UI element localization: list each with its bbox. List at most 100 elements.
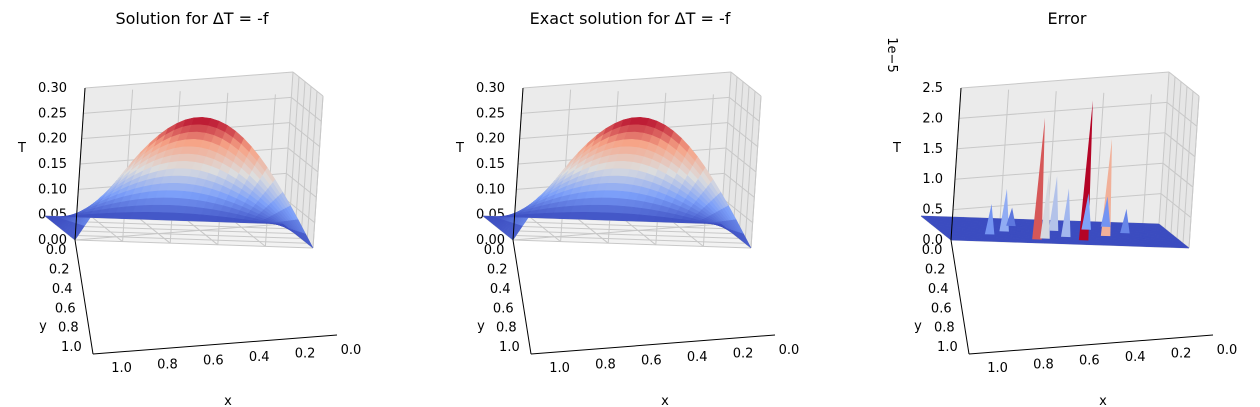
y-axis-line	[512, 239, 532, 355]
surface-patch	[44, 215, 56, 218]
error-spike	[1100, 196, 1111, 227]
z-tick-label: 0.25	[476, 106, 505, 121]
x-gridline	[673, 222, 704, 247]
y-gridline	[506, 234, 746, 244]
z-tick-label: 1.5	[922, 142, 943, 157]
y-axis-line	[74, 239, 94, 355]
y-gridline	[1176, 86, 1188, 239]
z-gridline	[724, 172, 755, 198]
y-gridline	[300, 86, 312, 239]
z-gridline	[960, 71, 1170, 89]
y-gridline	[732, 81, 744, 234]
y-gridline	[494, 225, 734, 235]
panel-title: Exact solution for ΔT = -f	[530, 9, 731, 28]
y-gridline	[500, 229, 740, 239]
axes-3d: 0.000.050.100.150.200.250.300.00.20.40.6…	[476, 71, 800, 376]
z-tick-label: 0.5	[922, 203, 943, 218]
z-gridline	[1164, 132, 1196, 158]
surface-patch	[482, 215, 494, 218]
z-tick-label: 0.0	[922, 233, 943, 248]
y-gridline	[50, 220, 290, 230]
z-axis-label: T	[17, 141, 26, 156]
axes-3d: 0.000.050.100.150.200.250.300.00.20.40.6…	[38, 71, 361, 376]
z-tick-label: 2.5	[922, 81, 943, 96]
x-tick-label: 1.0	[111, 361, 132, 376]
x-tick-label: 0.0	[1217, 343, 1238, 358]
x-tick-label: 0.0	[779, 343, 800, 358]
z-gridline	[1168, 71, 1200, 97]
z-gridline	[287, 147, 319, 173]
z-gridline	[521, 96, 730, 114]
x-tick-label: 0.4	[1125, 350, 1146, 365]
z-tick-label: 0.30	[38, 81, 67, 96]
error-spike	[984, 204, 995, 235]
y-gridline	[56, 225, 296, 235]
error-spike	[1006, 207, 1016, 227]
x-axis-line	[530, 334, 776, 355]
z-tick-label: 0.10	[38, 182, 67, 197]
z-gridline	[291, 96, 322, 122]
z-axis-label: T	[892, 141, 901, 156]
side-pane	[1159, 72, 1199, 248]
z-tick-label: 2.0	[922, 111, 943, 126]
y-gridline	[1182, 91, 1194, 244]
x-gridline	[530, 217, 561, 242]
y-gridline	[750, 95, 762, 249]
x-gridline	[998, 89, 1010, 242]
x-gridline	[1140, 94, 1152, 247]
y-tick-label: 0.0	[922, 243, 943, 258]
axes-3d: 0.0 0.5 1.0 1.5 2.0 2.5 0.0 0.2 0.4 0.6 0.8 1.0 1.0 0…	[920, 71, 1238, 376]
back-pane	[951, 72, 1169, 240]
z-axis-line	[74, 87, 86, 241]
y-gridline	[74, 239, 314, 249]
z-gridline	[292, 71, 324, 97]
x-tick-label: 0.8	[157, 357, 178, 372]
y-gridline	[288, 76, 300, 229]
x-gridline	[235, 222, 266, 247]
y-tick-label: 1.0	[499, 340, 520, 355]
y-gridline	[1188, 95, 1200, 249]
y-gridline	[738, 86, 750, 239]
y-axis-label: y	[477, 319, 485, 334]
y-gridline	[68, 234, 308, 244]
y-tick-label: 0.4	[928, 282, 949, 297]
z-axis-line	[512, 87, 524, 241]
error-spike	[1032, 117, 1045, 240]
z-tick-label: 0.20	[38, 132, 67, 147]
y-gridline	[312, 95, 324, 249]
x-tick-label: 1.0	[549, 361, 570, 376]
surface-patch	[920, 215, 933, 219]
z-gridline	[74, 223, 284, 241]
y-gridline	[294, 81, 306, 234]
z-tick-label: 0.15	[38, 157, 67, 172]
z-gridline	[725, 147, 757, 173]
x-tick-label: 0.6	[203, 354, 224, 369]
y-gridline	[306, 91, 318, 244]
x-gridline	[577, 218, 609, 244]
z-tick-label: 0.10	[476, 182, 505, 197]
error-spike	[1040, 171, 1050, 239]
panel-solution: Solution for ΔT = -f 0.000.050.100.150.2…	[17, 9, 361, 407]
z-gridline	[522, 71, 732, 89]
y-tick-label: 0.2	[49, 263, 70, 278]
z-gridline	[1162, 162, 1194, 188]
y-tick-label: 0.0	[484, 243, 505, 258]
z-tick-label: 0.00	[38, 233, 67, 248]
x-axis-label: x	[661, 394, 669, 407]
y-tick-label: 0.6	[493, 301, 514, 316]
y-tick-label: 0.8	[58, 321, 79, 336]
z-gridline	[729, 96, 760, 122]
z-gridline	[1166, 102, 1198, 127]
x-gridline	[1093, 92, 1105, 245]
error-spike	[1081, 193, 1091, 230]
z-gridline	[730, 71, 762, 97]
z-gridline	[286, 172, 317, 198]
y-gridline	[1170, 81, 1182, 234]
x-tick-label: 0.2	[733, 347, 754, 362]
z-tick-label: 0.00	[476, 233, 505, 248]
x-gridline	[187, 220, 219, 246]
x-tick-label: 0.2	[295, 347, 316, 362]
error-spike	[1061, 188, 1071, 238]
y-gridline	[62, 229, 302, 239]
